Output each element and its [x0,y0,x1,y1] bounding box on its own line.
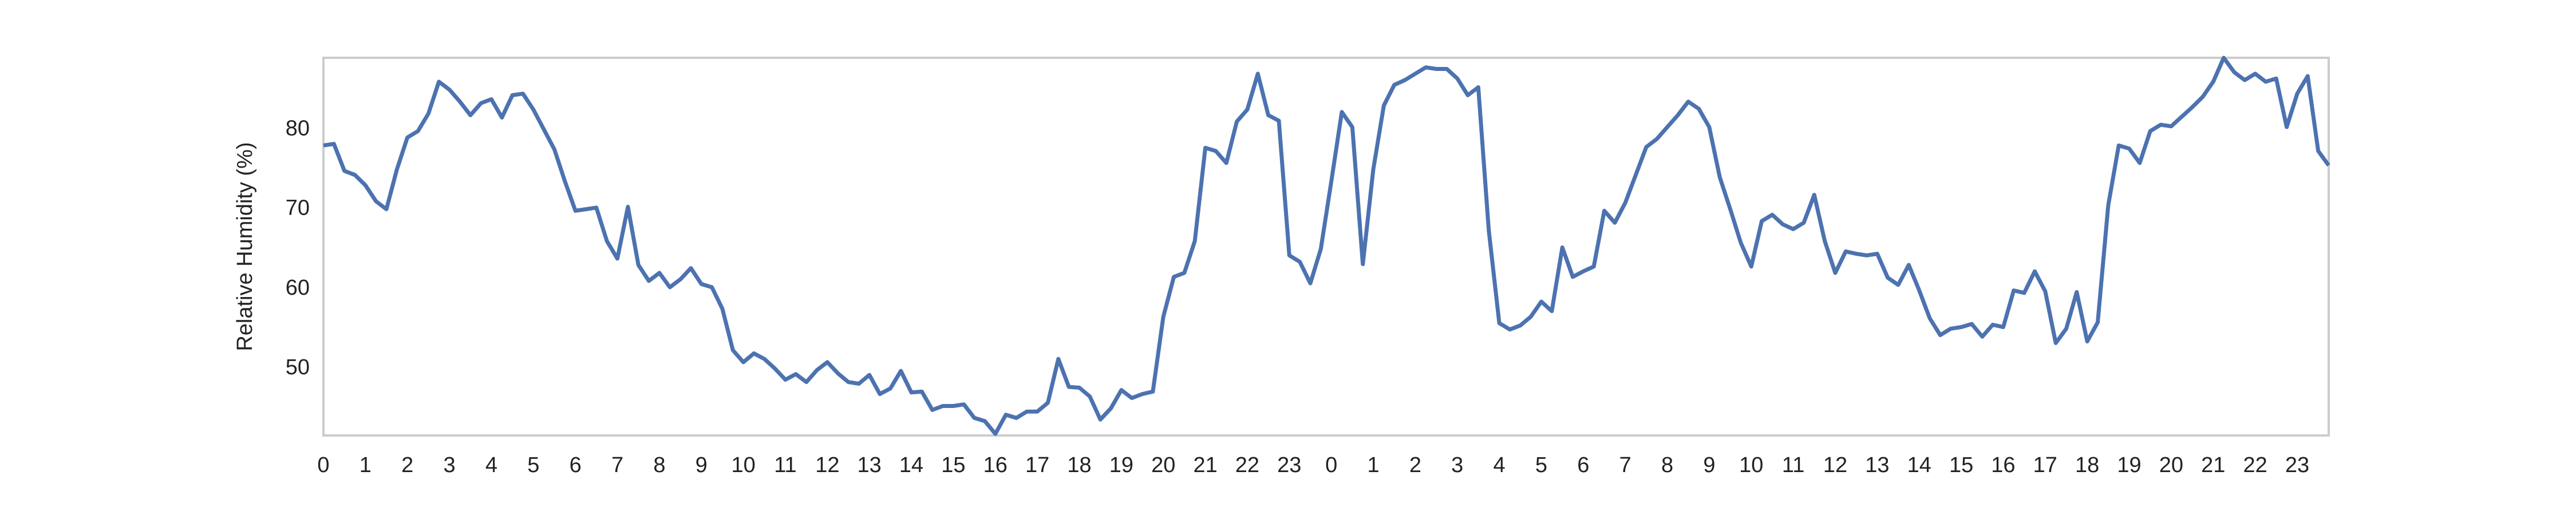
line-series [323,56,2330,436]
x-tick-label: 10 [731,453,755,477]
x-tick-label: 9 [1703,453,1715,477]
x-tick-label: 4 [485,453,497,477]
x-tick-label: 7 [1619,453,1631,477]
x-tick-label: 8 [653,453,665,477]
x-tick-label: 21 [2201,453,2225,477]
x-tick-label: 20 [1151,453,1175,477]
x-tick-label: 18 [2075,453,2099,477]
x-tick-label: 19 [2117,453,2141,477]
x-tick-label: 11 [774,453,796,477]
x-tick-label: 8 [1661,453,1673,477]
x-tick-label: 14 [899,453,923,477]
x-tick-label: 6 [570,453,582,477]
x-tick-label: 16 [983,453,1008,477]
y-axis-label: Relative Humidity (%) [233,142,257,351]
y-tick-label: 80 [286,116,310,140]
y-tick-label: 70 [286,196,310,220]
x-tick-label: 17 [2033,453,2057,477]
x-tick-label: 7 [611,453,623,477]
x-tick-label: 0 [1325,453,1337,477]
y-tick-label: 50 [286,355,310,379]
x-tick-label: 17 [1025,453,1049,477]
x-tick-label: 11 [1782,453,1804,477]
x-tick-label: 20 [2159,453,2183,477]
x-tick-label: 3 [444,453,456,477]
x-tick-label: 13 [858,453,882,477]
x-tick-label: 0 [317,453,329,477]
x-tick-label: 13 [1865,453,1889,477]
x-tick-label: 1 [359,453,372,477]
x-tick-label: 9 [696,453,708,477]
x-tick-label: 21 [1193,453,1217,477]
x-tick-label: 23 [1277,453,1301,477]
x-tick-label: 12 [815,453,839,477]
x-tick-label: 15 [941,453,965,477]
x-tick-label: 10 [1739,453,1763,477]
x-tick-label: 12 [1823,453,1847,477]
x-tick-label: 22 [1235,453,1259,477]
x-tick-label: 23 [2285,453,2309,477]
x-tick-label: 5 [527,453,539,477]
y-tick-label: 60 [286,276,310,300]
x-tick-label: 1 [1367,453,1379,477]
x-tick-label: 16 [1991,453,2015,477]
x-tick-label: 22 [2243,453,2267,477]
x-tick-label: 19 [1109,453,1133,477]
x-tick-label: 4 [1494,453,1506,477]
x-tick-label: 5 [1535,453,1547,477]
x-tick-label: 15 [1949,453,1973,477]
x-tick-label: 3 [1451,453,1463,477]
x-tick-label: 2 [401,453,413,477]
plot-frame [322,57,2330,437]
x-tick-label: 6 [1577,453,1589,477]
x-tick-label: 14 [1907,453,1931,477]
x-tick-label: 18 [1067,453,1091,477]
x-tick-label: 2 [1409,453,1421,477]
